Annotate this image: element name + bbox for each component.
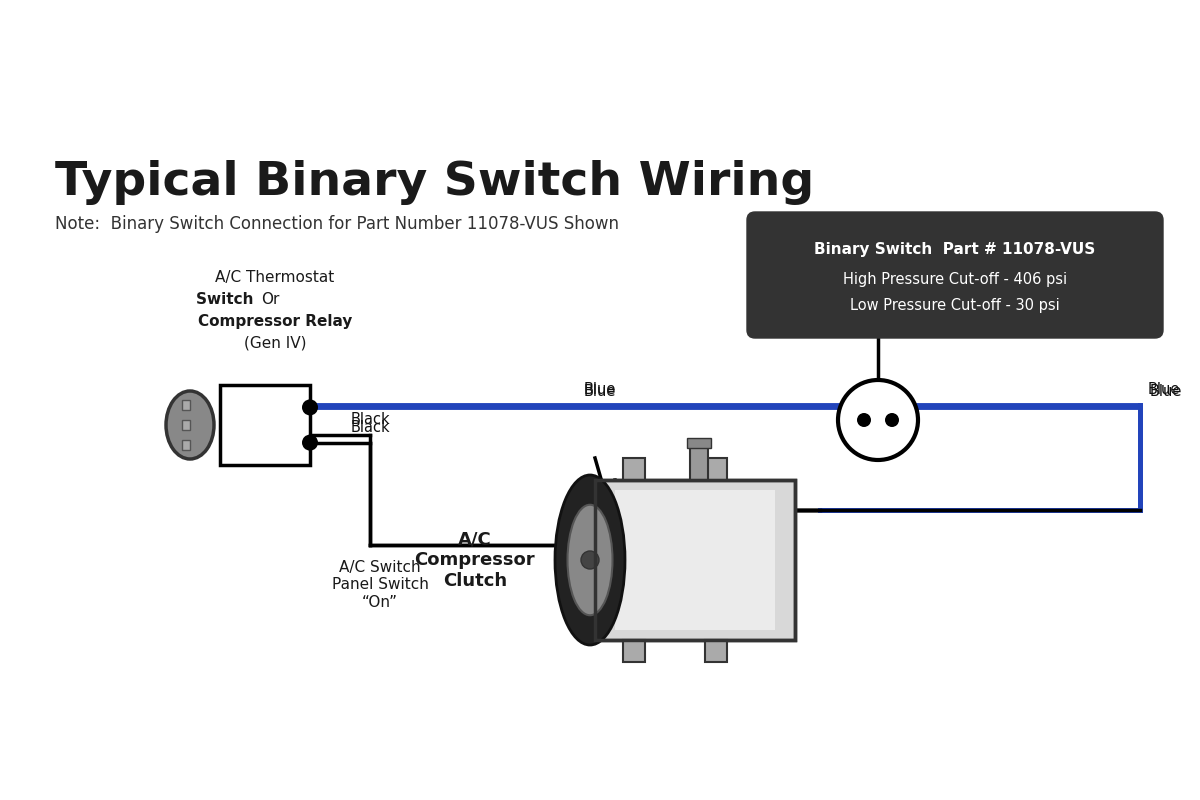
Ellipse shape	[568, 505, 612, 615]
Ellipse shape	[554, 475, 625, 645]
Text: Blue: Blue	[584, 382, 616, 397]
Bar	[182, 420, 190, 430]
FancyBboxPatch shape	[746, 212, 1163, 338]
Bar	[623, 640, 646, 662]
Text: Black: Black	[710, 487, 750, 502]
Text: Or: Or	[262, 292, 280, 307]
Bar	[182, 440, 190, 450]
Text: A/C Thermostat: A/C Thermostat	[215, 270, 335, 285]
Bar	[616, 490, 775, 630]
Circle shape	[302, 434, 318, 450]
Text: Black: Black	[710, 487, 750, 502]
Bar	[686, 438, 710, 448]
Bar	[623, 458, 646, 480]
Ellipse shape	[166, 391, 214, 459]
Bar	[595, 480, 796, 640]
Circle shape	[886, 413, 899, 427]
Text: Binary Switch  Part # 11078-VUS: Binary Switch Part # 11078-VUS	[815, 242, 1096, 257]
Text: Black: Black	[350, 419, 390, 434]
Text: High Pressure Cut-off - 406 psi: High Pressure Cut-off - 406 psi	[842, 272, 1067, 287]
Text: Low Pressure Cut-off - 30 psi: Low Pressure Cut-off - 30 psi	[850, 298, 1060, 313]
Bar	[595, 480, 796, 640]
Bar	[690, 445, 708, 480]
Text: (Gen IV): (Gen IV)	[244, 336, 306, 351]
Circle shape	[857, 413, 871, 427]
Bar	[220, 385, 310, 465]
Bar	[706, 640, 727, 662]
Text: Blue: Blue	[1148, 382, 1181, 397]
Circle shape	[838, 380, 918, 460]
Text: Typical Binary Switch Wiring: Typical Binary Switch Wiring	[55, 160, 815, 205]
Bar	[182, 400, 190, 410]
Bar	[706, 458, 727, 480]
Text: A/C
Compressor
Clutch: A/C Compressor Clutch	[414, 530, 535, 590]
Text: Compressor Relay: Compressor Relay	[198, 314, 352, 329]
Text: A/C Switch
Panel Switch
“On”: A/C Switch Panel Switch “On”	[331, 560, 428, 610]
Ellipse shape	[581, 551, 599, 569]
Text: Switch: Switch	[197, 292, 259, 307]
Text: Black: Black	[350, 412, 390, 427]
Text: Blue: Blue	[584, 384, 616, 399]
Text: Blue: Blue	[1150, 384, 1182, 399]
Circle shape	[302, 399, 318, 415]
Text: Note:  Binary Switch Connection for Part Number 11078-VUS Shown: Note: Binary Switch Connection for Part …	[55, 215, 619, 233]
